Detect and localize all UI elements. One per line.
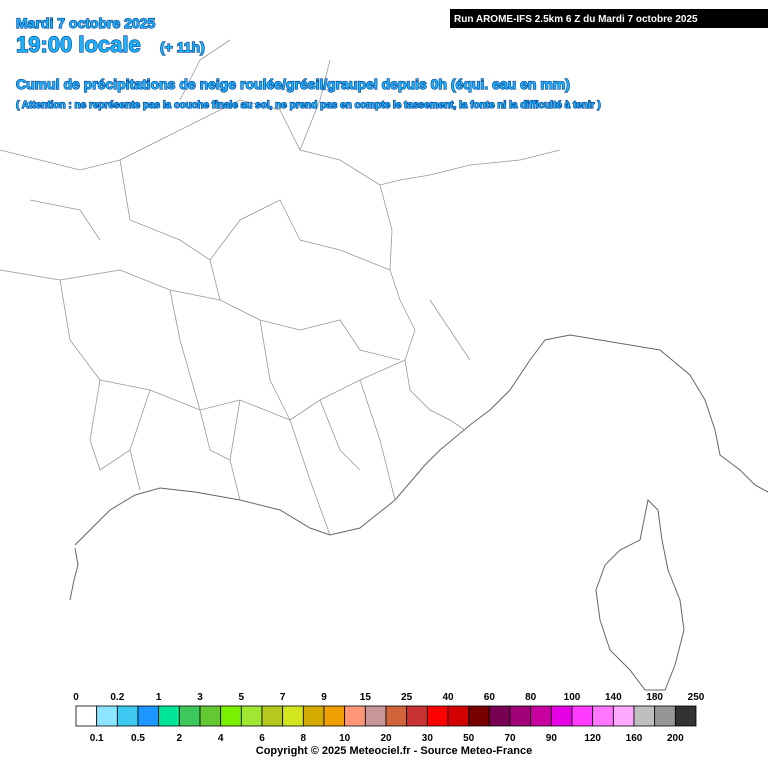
legend-label: 200 (667, 733, 684, 744)
legend-swatch (530, 705, 552, 727)
map (0, 39, 768, 691)
run-info: Run AROME-IFS 2.5km 6 Z du Mardi 7 octob… (454, 14, 698, 25)
legend-label: 140 (605, 692, 622, 703)
legend-swatch (406, 705, 428, 727)
legend-swatch (199, 705, 222, 727)
legend-label: 6 (259, 733, 265, 744)
legend-label: 0 (73, 692, 79, 703)
legend-label: 3 (197, 692, 203, 703)
legend-label: 9 (321, 692, 327, 703)
legend-swatch (592, 705, 614, 727)
legend-label: 160 (626, 733, 643, 744)
legend-swatch (571, 705, 594, 727)
legend-swatch (509, 705, 532, 727)
legend-swatch (178, 705, 201, 727)
legend-swatch (220, 705, 242, 727)
legend-label: 15 (360, 692, 372, 703)
legend: 0 0.1 0.2 0.5 1 2 3 4 5 6 7 8 9 10 15 20 25 30 40 50 60 70 80 9… (72, 691, 706, 745)
department (29, 39, 471, 471)
legend-label: 250 (688, 692, 705, 703)
legend-label: 50 (463, 733, 475, 744)
border (379, 149, 561, 431)
legend-swatch (158, 705, 180, 727)
copyright: Copyright © 2025 Meteociel.fr - Source M… (256, 745, 532, 757)
legend-swatch (282, 705, 304, 727)
legend-swatch (323, 705, 346, 727)
legend-label: 1 (156, 692, 162, 703)
legend-swatch (674, 705, 697, 727)
legend-swatch (612, 705, 635, 727)
legend-label: 5 (239, 692, 245, 703)
legend-swatch (385, 705, 408, 727)
offset: (+ 11h) (160, 39, 205, 55)
legend-swatch (344, 705, 366, 727)
legend-label: 25 (401, 692, 413, 703)
legend-label: 80 (525, 692, 537, 703)
legend-swatch (468, 705, 490, 727)
legend-label: 30 (422, 733, 434, 744)
legend-swatch (550, 705, 573, 727)
legend-label: 90 (546, 733, 558, 744)
run-info-box (450, 9, 768, 28)
legend-label: 70 (504, 733, 516, 744)
legend-label: 2 (177, 733, 183, 744)
legend-swatch (447, 705, 470, 727)
legend-label: 40 (442, 692, 454, 703)
legend-label: 20 (380, 733, 392, 744)
legend-swatch (654, 705, 676, 727)
time: 19:00 locale (16, 32, 141, 57)
title: Cumul de précipitations de neige roulée/… (16, 76, 570, 92)
corsica (595, 498, 685, 691)
legend-swatch (426, 705, 449, 727)
legend-label: 8 (301, 733, 307, 744)
legend-label: 10 (339, 733, 351, 744)
legend-label: 0.5 (131, 733, 145, 744)
legend-swatch (75, 705, 98, 727)
legend-label: 180 (646, 692, 663, 703)
legend-swatch (261, 705, 284, 727)
legend-label: 60 (484, 692, 496, 703)
legend-label: 7 (280, 692, 286, 703)
legend-label: 120 (584, 733, 601, 744)
legend-swatch (302, 705, 325, 727)
date: Mardi 7 octobre 2025 (16, 15, 155, 31)
legend-label: 100 (564, 692, 581, 703)
legend-label: 4 (218, 733, 224, 744)
legend-swatch (137, 705, 160, 727)
legend-swatch (240, 705, 263, 727)
legend-label: 0.1 (90, 733, 104, 744)
subtitle: ( Attention : ne représente pas la couch… (16, 100, 601, 111)
legend-swatch (364, 705, 387, 727)
legend-swatch (116, 705, 139, 727)
coastline (69, 334, 768, 601)
legend-label: 0.2 (110, 692, 124, 703)
legend-swatch (96, 705, 118, 727)
region (0, 99, 406, 536)
legend-swatch (633, 705, 656, 727)
legend-swatch (488, 705, 511, 727)
